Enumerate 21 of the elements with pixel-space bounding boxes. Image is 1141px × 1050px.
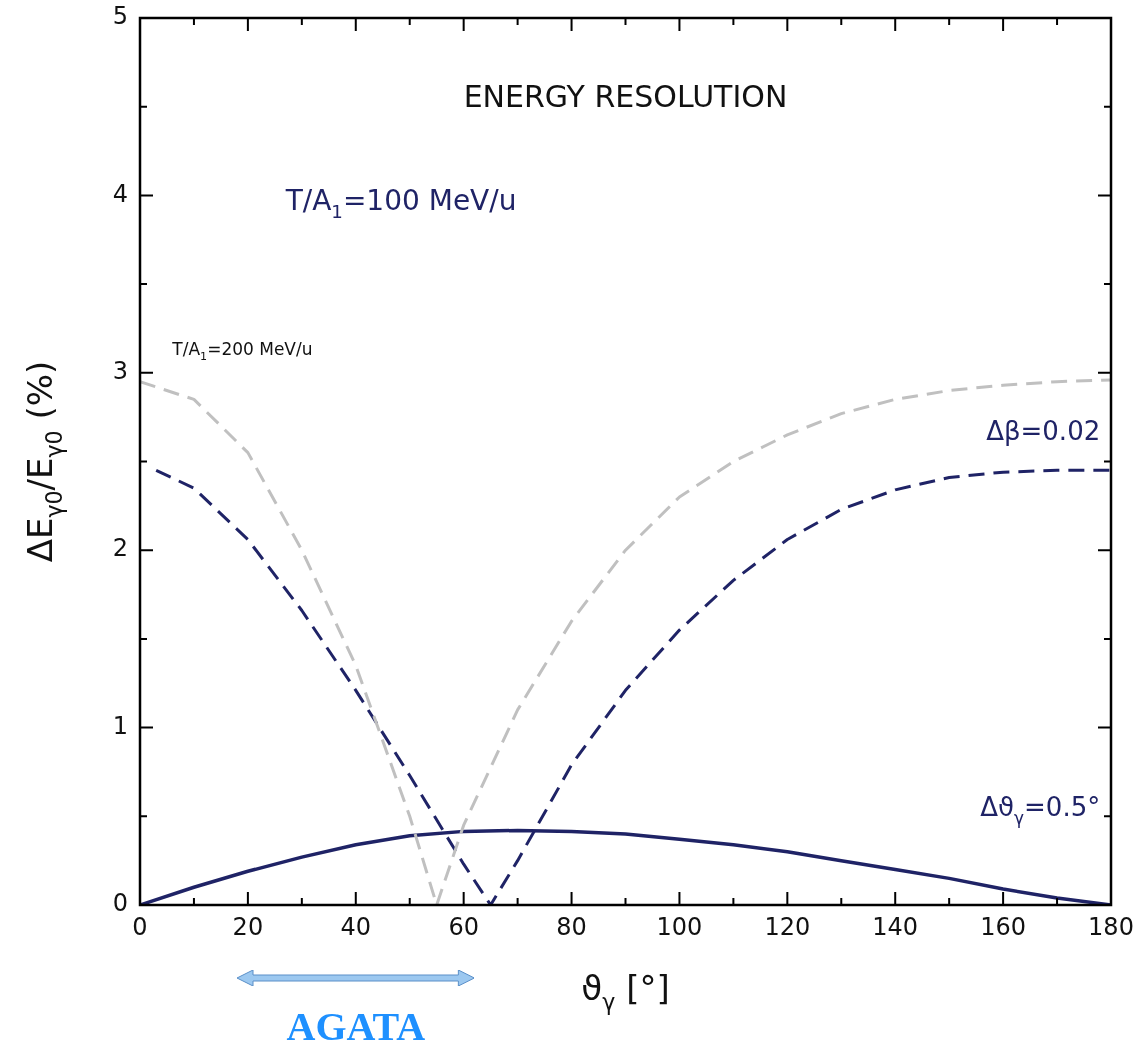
series-label: Δβ=0.02 [986,416,1101,447]
y-tick-label: 4 [112,179,128,208]
x-tick-label: 60 [448,913,479,942]
y-axis-title: ΔEγ0/Eγ0 (%) [20,360,68,563]
x-tick-label: 120 [764,913,811,942]
y-tick-label: 0 [112,889,128,918]
text: AGATA [286,1004,426,1049]
x-tick-label: 160 [980,913,1027,942]
x-tick-label: 40 [340,913,372,942]
x-tick-label: 100 [656,913,703,942]
x-tick-label: 140 [872,913,919,942]
y-tick-label: 3 [112,357,128,386]
y-tick-label: 2 [112,534,128,563]
text: ENERGY RESOLUTION [463,78,788,114]
x-tick-label: 80 [556,913,587,942]
x-tick-label: 20 [232,913,264,942]
y-tick-label: 5 [112,2,128,31]
y-tick-label: 1 [112,711,128,740]
line-series [140,378,1111,905]
x-tick-label: 0 [132,913,148,942]
x-tick-label: 180 [1088,913,1134,942]
